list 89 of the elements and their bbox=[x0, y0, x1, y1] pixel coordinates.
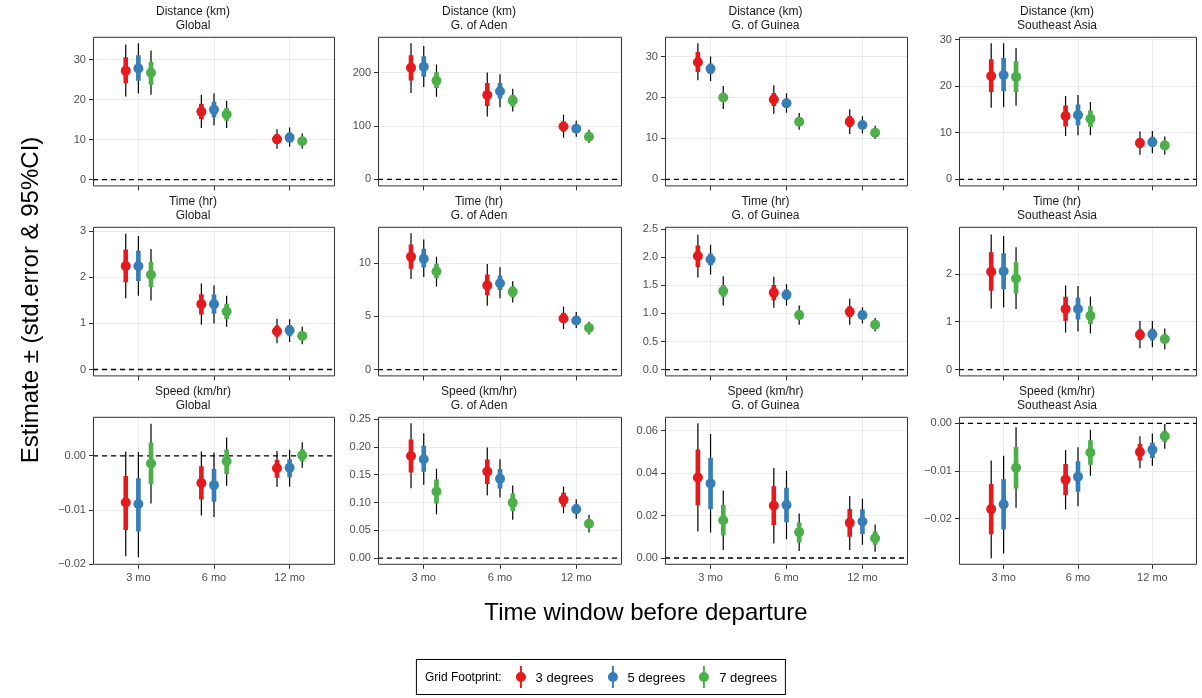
y-tick-label: 20 bbox=[939, 79, 952, 92]
y-tick-label: 0.0 bbox=[642, 362, 658, 375]
chart-title: Speed (km/hr) bbox=[440, 383, 518, 398]
chart-subtitle: G. of Aden bbox=[450, 17, 508, 32]
y-tick-label: 10 bbox=[73, 132, 86, 145]
chart-subtitle: Global bbox=[175, 397, 211, 412]
chart-subtitle: G. of Guinea bbox=[731, 17, 800, 32]
y-tick-label: 1.0 bbox=[642, 306, 658, 319]
chart-subtitle: Global bbox=[175, 17, 211, 32]
y-tick-label: 200 bbox=[352, 65, 371, 78]
chart-subtitle: Global bbox=[175, 207, 211, 222]
y-tick-label: 10 bbox=[645, 131, 658, 144]
y-tick-label: 0 bbox=[79, 362, 86, 375]
chart-subtitle: Southeast Asia bbox=[1016, 17, 1098, 32]
y-tick-label: 10 bbox=[358, 256, 371, 269]
legend-label: 5 degrees bbox=[627, 669, 686, 685]
y-tick-label: 3 bbox=[79, 224, 86, 237]
x-tick-label: 12 mo bbox=[847, 571, 878, 584]
y-tick-label: −0.01 bbox=[58, 503, 86, 516]
y-tick-label: 0.00 bbox=[636, 551, 658, 564]
y-tick-label: 2 bbox=[945, 267, 952, 280]
y-tick-label: −0.02 bbox=[58, 557, 86, 570]
chart-subtitle: G. of Guinea bbox=[731, 207, 800, 222]
y-tick-label: 0.04 bbox=[636, 466, 658, 479]
y-tick-label: 5 bbox=[364, 309, 371, 322]
y-tick-label: 30 bbox=[939, 32, 952, 45]
y-tick-label: 2 bbox=[79, 270, 86, 283]
chart-subtitle: G. of Aden bbox=[450, 397, 508, 412]
chart-title: Distance (km) bbox=[155, 3, 231, 18]
y-tick-label: 100 bbox=[352, 119, 371, 132]
chart-title: Time (hr) bbox=[454, 193, 504, 208]
y-tick-label: 0.02 bbox=[636, 508, 658, 521]
x-tick-label: 3 mo bbox=[991, 571, 1016, 584]
chart-title: Time (hr) bbox=[168, 193, 218, 208]
y-tick-label: 0.00 bbox=[349, 551, 371, 564]
chart-subtitle: G. of Aden bbox=[450, 207, 508, 222]
y-tick-label: 0 bbox=[79, 172, 86, 185]
y-tick-label: 20 bbox=[645, 90, 658, 103]
x-tick-label: 3 mo bbox=[126, 571, 151, 584]
x-tick-label: 12 mo bbox=[1137, 571, 1168, 584]
y-tick-label: 0.15 bbox=[349, 467, 371, 480]
y-tick-label: 20 bbox=[73, 92, 86, 105]
x-tick-label: 6 mo bbox=[201, 571, 227, 584]
y-tick-label: 0.00 bbox=[64, 448, 86, 461]
chart-subtitle: Southeast Asia bbox=[1016, 397, 1098, 412]
chart-title: Distance (km) bbox=[1019, 3, 1095, 18]
chart-subtitle: Southeast Asia bbox=[1016, 207, 1098, 222]
y-tick-label: 0.5 bbox=[642, 334, 658, 347]
chart-title: Speed (km/hr) bbox=[154, 383, 232, 398]
legend-label: 3 degrees bbox=[535, 669, 594, 685]
y-tick-label: 0.25 bbox=[349, 412, 371, 425]
chart-title: Time (hr) bbox=[741, 193, 790, 208]
y-tick-label: −0.01 bbox=[924, 464, 952, 477]
y-tick-label: 1 bbox=[945, 314, 952, 327]
y-tick-label: 1 bbox=[79, 316, 86, 329]
y-tick-label: 10 bbox=[939, 125, 952, 138]
x-tick-label: 6 mo bbox=[1065, 571, 1091, 584]
y-tick-label: 0.20 bbox=[349, 440, 371, 453]
chart-title: Speed (km/hr) bbox=[727, 383, 804, 398]
chart-title: Time (hr) bbox=[1032, 193, 1082, 208]
x-tick-label: 3 mo bbox=[698, 571, 723, 584]
y-tick-label: 2.0 bbox=[642, 250, 658, 263]
y-tick-label: 30 bbox=[73, 52, 86, 65]
y-tick-label: 30 bbox=[645, 49, 658, 62]
x-tick-label: 12 mo bbox=[560, 571, 592, 584]
y-axis-title: Estimate ± (std.error & 95%CI) bbox=[16, 136, 44, 464]
legend-title: Grid Footprint: bbox=[424, 670, 502, 684]
y-tick-label: 0 bbox=[945, 172, 952, 185]
y-tick-label: 1.5 bbox=[642, 278, 658, 291]
y-tick-label: 0 bbox=[945, 362, 952, 375]
legend-label: 7 degrees bbox=[719, 669, 778, 685]
y-tick-label: 0.00 bbox=[930, 416, 952, 429]
chart-subtitle: G. of Guinea bbox=[731, 397, 800, 412]
x-axis-title: Time window before departure bbox=[484, 598, 808, 626]
x-tick-label: 12 mo bbox=[274, 571, 305, 584]
chart-title: Speed (km/hr) bbox=[1018, 383, 1096, 398]
y-tick-label: −0.02 bbox=[924, 511, 952, 524]
y-tick-label: 0.06 bbox=[636, 423, 658, 436]
x-tick-label: 6 mo bbox=[774, 571, 799, 584]
y-tick-label: 0.10 bbox=[349, 495, 371, 508]
x-tick-label: 3 mo bbox=[411, 571, 436, 584]
x-tick-label: 6 mo bbox=[487, 571, 513, 584]
y-tick-label: 0 bbox=[364, 362, 371, 375]
y-tick-label: 0 bbox=[651, 172, 658, 185]
y-tick-label: 0 bbox=[364, 172, 371, 185]
chart-title: Distance (km) bbox=[441, 3, 517, 18]
y-tick-label: 0.05 bbox=[349, 523, 371, 536]
y-tick-label: 2.5 bbox=[642, 222, 658, 235]
chart-title: Distance (km) bbox=[728, 3, 803, 18]
